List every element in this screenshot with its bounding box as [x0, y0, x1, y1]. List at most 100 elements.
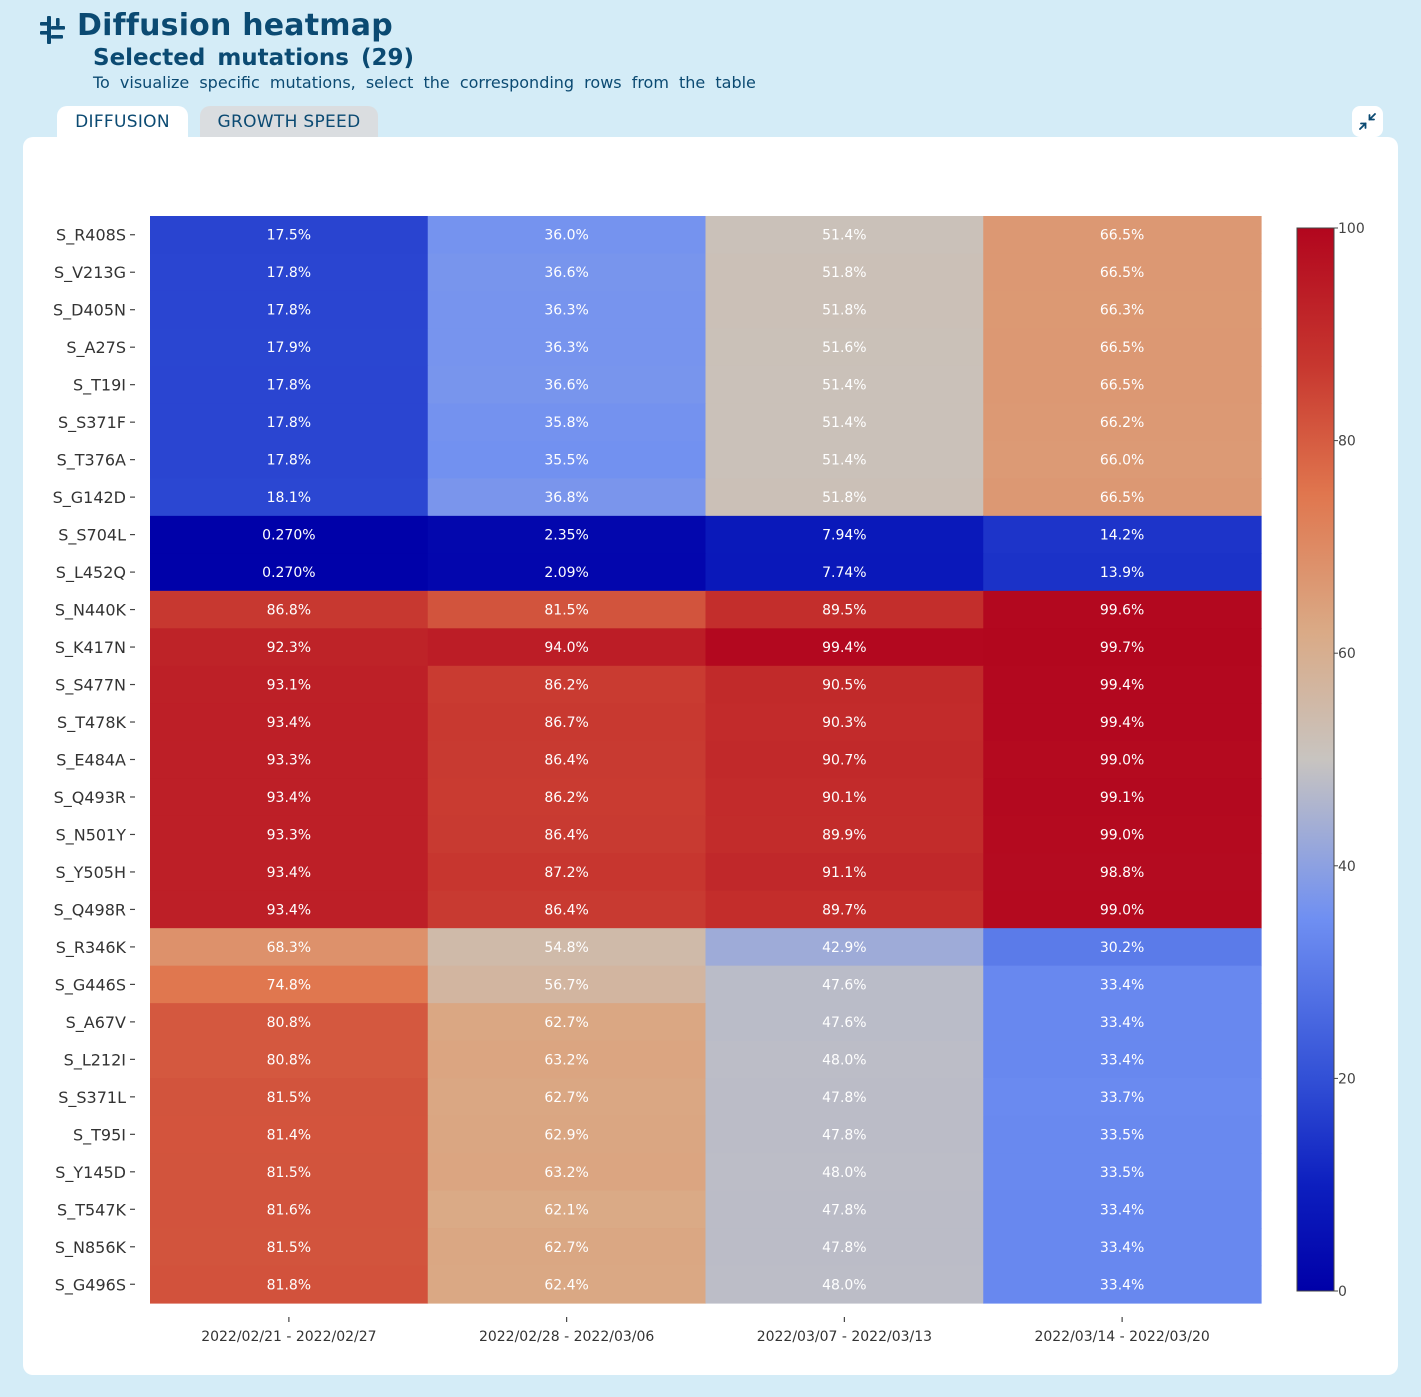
heatmap-cell [427, 778, 707, 817]
heatmap-cell [705, 1040, 984, 1079]
colorbar-tick-label: 80 [1338, 434, 1356, 450]
cell-label: 54.8% [544, 940, 588, 956]
cell-label: 90.5% [822, 678, 866, 694]
cell-label: 86.4% [544, 902, 588, 918]
heatmap-cell [705, 365, 984, 405]
heatmap-cell [983, 1115, 1262, 1154]
y-tick-label: S_N856K [55, 1238, 127, 1258]
heatmap-cell [983, 440, 1262, 479]
heatmap-cell [983, 1265, 1262, 1304]
x-tick-label: 2022/02/28 - 2022/03/06 [479, 1329, 654, 1345]
y-tick-label: S_Q493R [54, 788, 126, 808]
heatmap-cell [427, 1228, 707, 1267]
y-tick-label: S_Q498R [54, 900, 126, 920]
heatmap-cell [983, 628, 1262, 667]
cell-label: 66.5% [1100, 265, 1144, 281]
colorbar-tick-label: 40 [1338, 859, 1356, 875]
y-tick-label: S_R408S [56, 226, 126, 246]
cell-label: 93.4% [267, 865, 311, 881]
heatmap-cell [427, 478, 707, 517]
cell-label: 66.5% [1100, 490, 1144, 506]
cell-label: 81.6% [267, 1202, 311, 1218]
cell-label: 0.270% [262, 565, 315, 581]
cell-label: 90.7% [822, 753, 866, 769]
heatmap-cell [705, 1265, 984, 1304]
heatmap-cell [150, 1003, 429, 1042]
tab-growth-speed[interactable]: GROWTH SPEED [200, 106, 378, 138]
cell-label: 33.5% [1100, 1127, 1144, 1143]
heatmap-cell [983, 740, 1262, 779]
heatmap-cell [150, 1115, 429, 1154]
cell-label: 99.4% [822, 640, 866, 656]
y-tick-label: S_E484A [56, 751, 126, 771]
heatmap-cell [983, 965, 1262, 1004]
selected-mutations-subtitle: Selected mutations (29) [93, 45, 414, 71]
cell-label: 89.7% [822, 902, 866, 918]
cell-label: 86.4% [544, 827, 588, 843]
heatmap-cell [705, 628, 984, 667]
heatmap-cell [427, 853, 707, 892]
cell-label: 48.0% [822, 1277, 866, 1293]
cell-label: 33.5% [1100, 1165, 1144, 1181]
heatmap-cell [705, 665, 984, 704]
heatmap-cell [705, 216, 984, 255]
cell-label: 36.6% [544, 378, 588, 394]
cell-label: 47.6% [822, 1015, 866, 1031]
cell-label: 80.8% [267, 1052, 311, 1068]
cell-label: 93.3% [267, 827, 311, 843]
tab-diffusion[interactable]: DIFFUSION [57, 106, 188, 138]
cell-label: 17.8% [267, 265, 311, 281]
heatmap-cell [427, 365, 707, 405]
heatmap-cell [427, 403, 707, 442]
heatmap-cell [983, 1003, 1262, 1042]
cell-label: 99.0% [1100, 902, 1144, 918]
heatmap-cell [705, 403, 984, 442]
cell-label: 62.4% [544, 1277, 588, 1293]
cell-label: 66.0% [1100, 453, 1144, 469]
cell-label: 47.8% [822, 1127, 866, 1143]
cell-label: 81.4% [267, 1127, 311, 1143]
cell-label: 47.8% [822, 1202, 866, 1218]
y-tick-label: S_N501Y [56, 825, 127, 845]
cell-label: 51.8% [822, 265, 866, 281]
heatmap-cell [705, 1190, 984, 1229]
heatmap-cell [983, 1078, 1262, 1117]
cell-label: 14.2% [1100, 528, 1144, 544]
heatmap-cell [427, 590, 707, 629]
heatmap-cell [983, 1153, 1262, 1192]
y-tick-label: S_G496S [55, 1275, 126, 1295]
cell-label: 99.6% [1100, 603, 1144, 619]
cell-label: 92.3% [267, 640, 311, 656]
heatmap-cell [705, 478, 984, 517]
selection-hint: To visualize specific mutations, select … [93, 73, 756, 92]
cell-label: 36.3% [544, 340, 588, 356]
cell-label: 74.8% [267, 977, 311, 993]
cell-label: 18.1% [267, 490, 311, 506]
cell-label: 17.8% [267, 303, 311, 319]
cell-label: 2.09% [544, 565, 588, 581]
cell-label: 63.2% [544, 1165, 588, 1181]
collapse-button[interactable] [1352, 106, 1383, 137]
heatmap-cell [427, 1115, 707, 1154]
cell-label: 33.4% [1100, 1277, 1144, 1293]
cell-label: 86.2% [544, 678, 588, 694]
cell-label: 17.8% [267, 415, 311, 431]
heatmap-cell [150, 890, 429, 929]
cell-label: 33.4% [1100, 977, 1144, 993]
heatmap-cell [150, 703, 429, 742]
y-tick-label: S_N440K [55, 601, 127, 621]
y-tick-label: S_T95I [73, 1125, 126, 1145]
heatmap-cell [705, 740, 984, 779]
colorbar-tick-label: 100 [1338, 221, 1365, 237]
cell-label: 51.8% [822, 490, 866, 506]
cell-label: 62.7% [544, 1240, 588, 1256]
heatmap-cell [427, 740, 707, 779]
cell-label: 47.8% [822, 1090, 866, 1106]
cell-label: 13.9% [1100, 565, 1144, 581]
heatmap-cell [983, 703, 1262, 742]
cell-label: 89.9% [822, 827, 866, 843]
heatmap-cell [705, 815, 984, 854]
cell-label: 35.8% [544, 415, 588, 431]
heatmap-cell [150, 965, 429, 1004]
